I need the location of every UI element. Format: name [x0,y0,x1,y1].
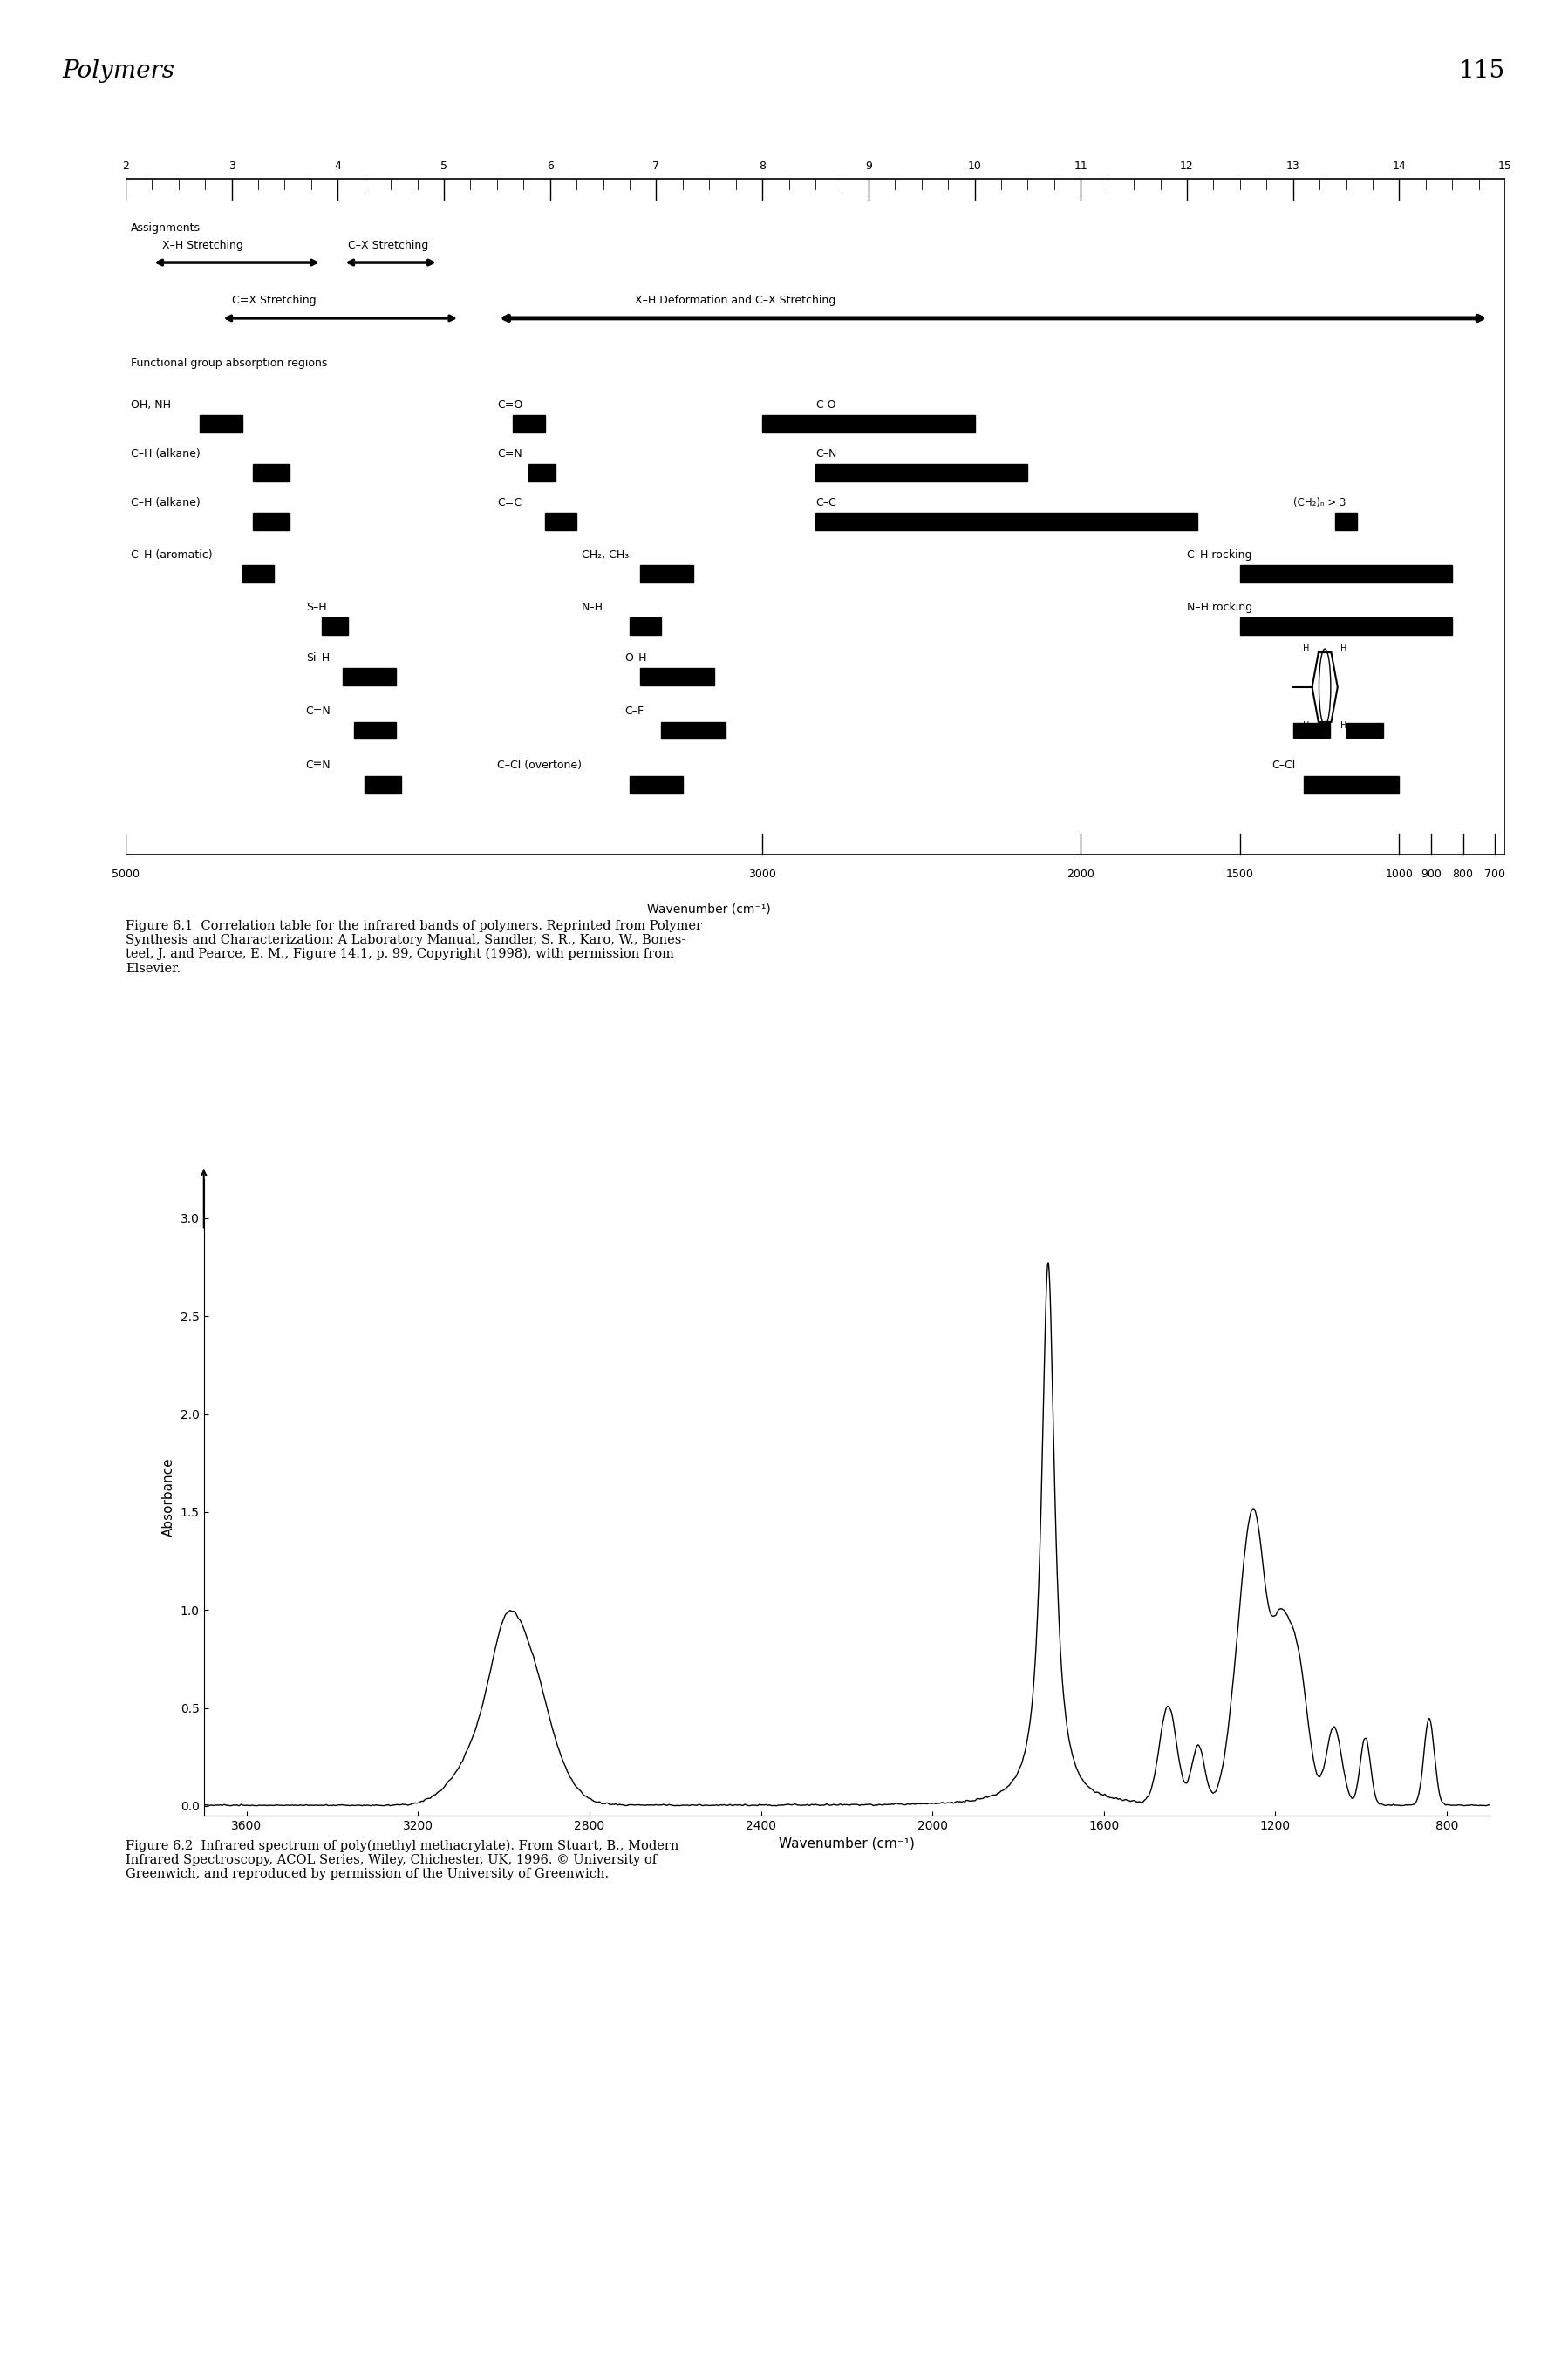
Text: 10: 10 [967,160,982,172]
Text: 115: 115 [1458,59,1505,83]
Text: O–H: O–H [624,653,646,663]
Bar [1336,512,1356,531]
Text: (CH₂)ₙ > 3: (CH₂)ₙ > 3 [1294,498,1345,509]
Bar [630,776,682,792]
Bar [1345,722,1383,738]
Text: H: H [1341,644,1347,653]
Bar [1303,776,1399,792]
Text: S–H: S–H [306,601,326,613]
Text: C=N: C=N [497,448,522,460]
Text: C-O: C-O [815,399,836,410]
Text: C–H (alkane): C–H (alkane) [130,498,201,509]
Text: 4: 4 [334,160,342,172]
Text: X–H Stretching: X–H Stretching [163,241,243,250]
Bar [199,415,241,434]
Bar [762,415,975,434]
Bar [528,465,555,481]
Text: H: H [1341,722,1347,731]
Bar [1240,618,1452,634]
Text: 6: 6 [547,160,554,172]
Text: 1500: 1500 [1226,868,1254,880]
Text: C=C: C=C [497,498,522,509]
Text: 14: 14 [1392,160,1406,172]
Text: 3: 3 [229,160,235,172]
Bar [252,512,290,531]
Bar [815,512,1198,531]
Text: C=N: C=N [306,705,331,717]
Text: N–H: N–H [582,601,604,613]
Text: C–H rocking: C–H rocking [1187,549,1251,561]
Text: C–Cl: C–Cl [1272,759,1295,771]
Text: Assignments: Assignments [130,222,201,233]
Text: 9: 9 [866,160,872,172]
Bar [1294,722,1330,738]
Text: Functional group absorption regions: Functional group absorption regions [130,358,328,370]
Text: H: H [1303,644,1309,653]
Text: C–X Stretching: C–X Stretching [348,241,428,250]
Text: N–H rocking: N–H rocking [1187,601,1253,613]
Text: 11: 11 [1074,160,1088,172]
Text: 7: 7 [652,160,660,172]
Text: 13: 13 [1286,160,1300,172]
X-axis label: Wavenumber (cm⁻¹): Wavenumber (cm⁻¹) [779,1837,914,1851]
Bar [640,566,693,582]
Text: OH, NH: OH, NH [130,399,171,410]
Text: X–H Deformation and C–X Stretching: X–H Deformation and C–X Stretching [635,295,836,307]
Text: 700: 700 [1485,868,1505,880]
Text: C–F: C–F [624,705,643,717]
Text: CH₂, CH₃: CH₂, CH₃ [582,549,629,561]
Text: C=O: C=O [497,399,522,410]
Text: Wavenumber (cm⁻¹): Wavenumber (cm⁻¹) [648,903,771,915]
Text: 1000: 1000 [1386,868,1413,880]
Bar [662,722,724,738]
Text: 2: 2 [122,160,129,172]
Bar [640,667,715,686]
Text: 900: 900 [1421,868,1441,880]
Text: C–C: C–C [815,498,836,509]
Text: Figure 6.2  Infrared spectrum of poly(methyl methacrylate). From Stuart, B., Mod: Figure 6.2 Infrared spectrum of poly(met… [125,1839,679,1879]
Text: C–N: C–N [815,448,837,460]
Text: C–Cl (overtone): C–Cl (overtone) [497,759,582,771]
Bar [343,667,397,686]
Bar [241,566,274,582]
Bar [1240,566,1452,582]
Bar [321,618,348,634]
Bar [544,512,577,531]
Bar [815,465,1027,481]
Text: 2000: 2000 [1066,868,1094,880]
Bar [364,776,401,792]
Text: 800: 800 [1452,868,1474,880]
Text: 8: 8 [759,160,765,172]
Text: 12: 12 [1181,160,1193,172]
Text: 15: 15 [1499,160,1512,172]
Text: Figure 6.1  Correlation table for the infrared bands of polymers. Reprinted from: Figure 6.1 Correlation table for the inf… [125,920,702,974]
Bar [513,415,544,434]
Text: 5: 5 [441,160,447,172]
Text: C–H (aromatic): C–H (aromatic) [130,549,212,561]
Y-axis label: Absorbance: Absorbance [163,1457,176,1537]
Text: Si–H: Si–H [306,653,329,663]
Bar [630,618,662,634]
Bar [252,465,290,481]
Text: 3000: 3000 [748,868,776,880]
Text: 5000: 5000 [111,868,140,880]
Text: C=X Stretching: C=X Stretching [232,295,315,307]
Text: Polymers: Polymers [63,59,176,83]
Bar [354,722,397,738]
Text: H: H [1303,722,1309,731]
Text: C–H (alkane): C–H (alkane) [130,448,201,460]
Text: C≡N: C≡N [306,759,331,771]
